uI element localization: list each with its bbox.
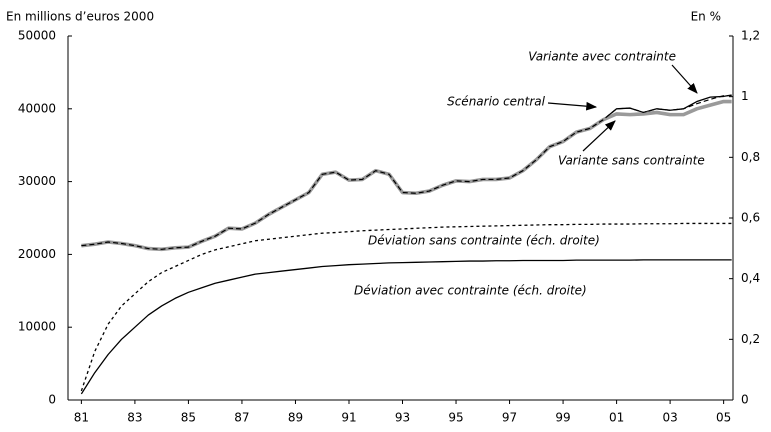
annotation: Scénario central [447,95,546,109]
x-tick-label: 87 [234,411,249,425]
annotation: Variante avec contrainte [528,50,676,64]
x-tick-label: 85 [181,411,196,425]
line-series [81,94,732,250]
y-tick-label: 20000 [18,247,56,261]
x-tick-label: 91 [341,411,356,425]
y-tick-label: 0 [48,393,56,407]
y2-tick-label: 1 [741,89,749,103]
y-tick-label: 50000 [18,29,56,43]
annotation: Déviation avec contrainte (éch. droite) [354,284,587,298]
x-tick-label: 81 [74,411,89,425]
line-series [80,222,732,392]
line-series [81,95,732,250]
y-axis-label: En millions d’euros 2000 [6,10,154,24]
x-tick-label: 83 [127,411,142,425]
x-tick-label: 97 [502,411,517,425]
x-tick-label: 99 [555,411,570,425]
x-tick-label: 89 [288,411,303,425]
x-tick-label: 01 [609,411,624,425]
x-tick-label: 03 [662,411,677,425]
line-series [80,259,732,395]
y-tick-label: 40000 [18,101,56,115]
arrow [582,120,616,152]
y2-axis-label: En % [691,10,721,24]
y2-tick-label: 0 [741,393,749,407]
y-tick-label: 10000 [18,320,56,334]
y2-tick-label: 0,2 [741,332,760,346]
y-tick-label: 30000 [18,174,56,188]
arrow [671,64,698,94]
annotation: Variante sans contrainte [558,154,705,168]
y2-tick-label: 0,4 [741,271,760,285]
arrow [547,101,598,111]
y2-tick-label: 1,2 [741,29,760,43]
annotation: Déviation sans contrainte (éch. droite) [368,234,600,248]
x-tick-label: 93 [395,411,410,425]
y2-tick-label: 0,8 [741,150,760,164]
x-tick-label: 05 [716,411,731,425]
y2-tick-label: 0,6 [741,211,760,225]
line-series [81,99,732,252]
x-tick-label: 95 [448,411,463,425]
